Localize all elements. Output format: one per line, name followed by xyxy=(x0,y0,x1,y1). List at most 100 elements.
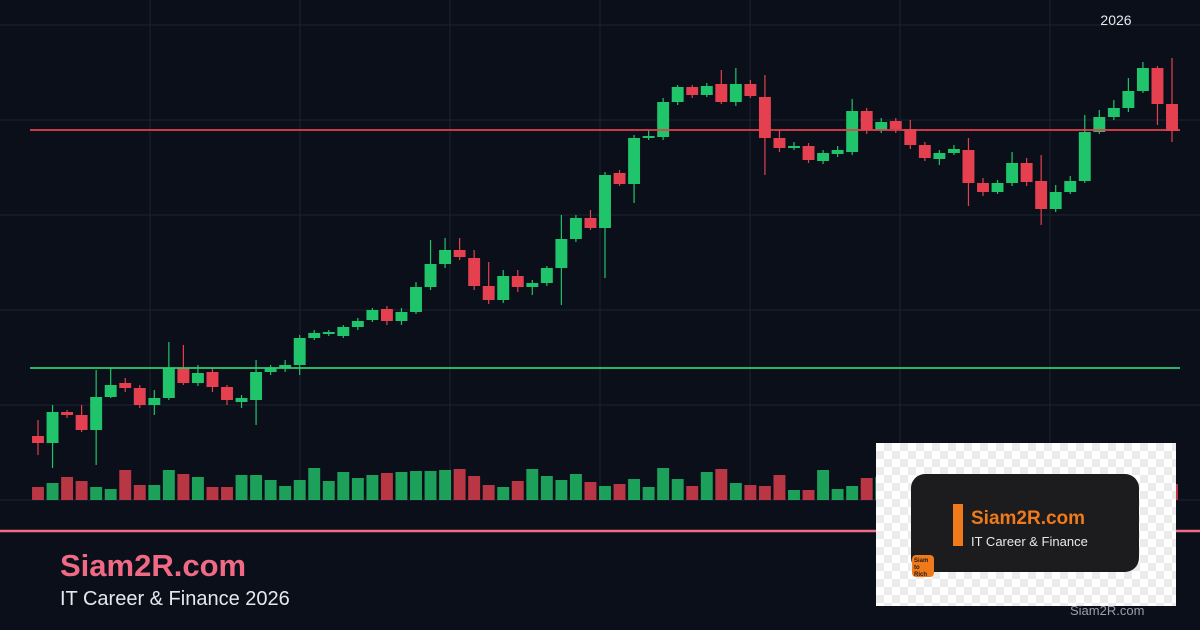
candle-body xyxy=(279,365,292,368)
candle-body xyxy=(46,412,59,443)
candle-body xyxy=(133,388,146,405)
candle-body xyxy=(191,373,204,383)
candle-body xyxy=(177,368,190,383)
volume-bar xyxy=(846,486,859,500)
volume-bar xyxy=(453,469,466,500)
volume-bar xyxy=(584,482,597,500)
candle-body xyxy=(1049,192,1062,209)
watermark: Siam2R.com xyxy=(1070,603,1145,618)
volume-bar xyxy=(831,489,844,500)
candle-body xyxy=(555,239,568,268)
volume-bar xyxy=(221,487,233,500)
candle-body xyxy=(351,321,364,327)
volume-bar xyxy=(628,479,641,500)
volume-bar xyxy=(497,487,510,500)
volume-bar xyxy=(250,475,263,500)
candle-body xyxy=(977,183,989,192)
candle-body xyxy=(366,310,379,320)
candle-body xyxy=(264,368,277,372)
volume-bar xyxy=(729,483,742,500)
year-annotation: 2026 xyxy=(1100,12,1131,28)
candle-body xyxy=(642,136,655,138)
volume-bar xyxy=(46,483,59,500)
volume-bar xyxy=(61,477,74,500)
badge-accent xyxy=(953,504,963,546)
badge: Siam2R.com IT Career & Finance Siam to R… xyxy=(876,443,1176,606)
candle-body xyxy=(788,146,800,148)
candle-body xyxy=(90,397,103,430)
candle-body xyxy=(235,398,248,402)
candle-body xyxy=(991,183,1004,192)
volume-bar xyxy=(206,487,219,500)
volume-bar xyxy=(162,470,175,500)
volume-bar xyxy=(75,481,88,500)
volume-bar xyxy=(657,468,670,500)
volume-bar xyxy=(802,490,815,500)
candle-body xyxy=(497,276,510,300)
volume-bar xyxy=(439,470,452,500)
volume-bar xyxy=(468,476,481,500)
candle-body xyxy=(308,333,321,338)
candle-body xyxy=(846,111,859,152)
volume-bar xyxy=(555,480,568,500)
volume-bar xyxy=(569,474,582,500)
volume-bar xyxy=(133,485,146,500)
candle-body xyxy=(1151,68,1164,104)
volume-bar xyxy=(817,470,830,500)
candle-body xyxy=(119,383,132,388)
volume-bar xyxy=(686,486,699,500)
candle-body xyxy=(1035,181,1048,209)
volume-bar xyxy=(540,476,553,500)
candle-body xyxy=(933,153,946,159)
candle-body xyxy=(817,153,830,161)
volume-bar xyxy=(148,485,161,500)
volume-bar xyxy=(744,485,757,500)
volume-bar xyxy=(322,481,335,500)
volume-bar xyxy=(410,471,422,500)
volume-bar xyxy=(264,480,277,500)
volume-bar xyxy=(366,475,379,500)
candle-body xyxy=(32,436,44,443)
candle-body xyxy=(569,218,582,239)
candle-body xyxy=(904,129,917,145)
volume-bar xyxy=(526,469,539,500)
candle-body xyxy=(715,84,728,102)
volume-bar xyxy=(788,490,800,500)
volume-bar xyxy=(351,478,364,500)
volume-bar xyxy=(599,486,611,500)
volume-bar xyxy=(700,472,713,500)
volume-bar xyxy=(482,485,495,500)
volume-bar xyxy=(337,472,350,500)
candle-body xyxy=(380,309,393,321)
badge-subtitle: IT Career & Finance xyxy=(971,534,1088,549)
volume-bar xyxy=(773,475,786,500)
candle-body xyxy=(628,138,641,184)
volume-bar xyxy=(424,471,437,500)
candle-body xyxy=(1122,91,1135,108)
badge-card: Siam2R.com IT Career & Finance xyxy=(911,474,1139,572)
candle-body xyxy=(773,138,786,148)
volume-bar xyxy=(613,484,626,500)
candle-body xyxy=(1064,181,1077,192)
candle-body xyxy=(293,338,306,365)
candle-body xyxy=(657,102,670,137)
candle-body xyxy=(1006,163,1019,183)
candle-body xyxy=(1107,108,1120,117)
candle-body xyxy=(439,250,452,264)
candle-body xyxy=(875,122,888,130)
candle-body xyxy=(686,87,699,95)
candle-body xyxy=(395,312,408,321)
volume-bar xyxy=(758,486,771,500)
candle-body xyxy=(250,372,263,400)
footer-title: Siam2R.com xyxy=(60,548,247,583)
candle-body xyxy=(1078,132,1091,181)
candle-body xyxy=(206,372,219,387)
volume-bar xyxy=(380,473,393,500)
volume-bar xyxy=(119,470,132,500)
volume-bar xyxy=(104,489,117,500)
volume-bar xyxy=(715,469,728,500)
candle-body xyxy=(918,145,931,158)
candle-body xyxy=(453,250,466,257)
candle-body xyxy=(511,276,524,287)
